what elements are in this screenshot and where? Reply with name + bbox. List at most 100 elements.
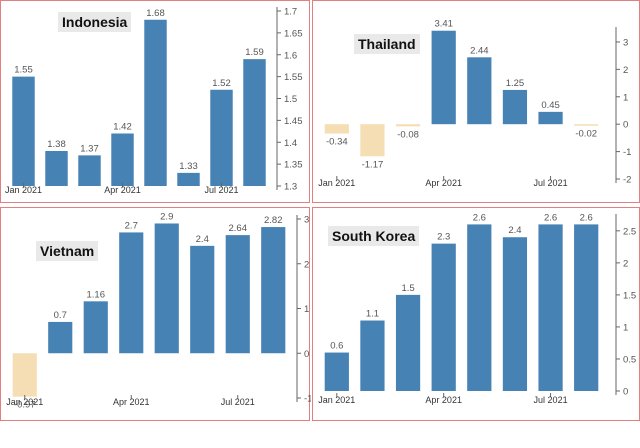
data-label: -0.97 [14, 400, 36, 411]
data-label: 0.45 [541, 100, 560, 111]
y-tick-label: 2 [623, 258, 628, 269]
y-tick-label: -1 [304, 394, 311, 405]
x-tick-label: Jan 2021 [318, 395, 355, 405]
bar-apr-2021 [119, 232, 144, 354]
y-tick-label: -2 [623, 175, 631, 186]
y-tick-label: 1.5 [623, 290, 636, 301]
bar-feb-2021 [360, 124, 385, 157]
data-label: 2.82 [264, 215, 283, 226]
data-label: 1.68 [146, 8, 165, 19]
x-tick-label: Apr 2021 [425, 178, 462, 188]
y-tick-label: 0 [304, 349, 309, 360]
y-tick-label: 2 [623, 65, 628, 76]
bar-jan-2021 [12, 353, 37, 397]
y-tick-label: 0 [623, 120, 628, 131]
bar-aug-2021 [574, 224, 599, 391]
y-tick-label: 2.5 [623, 226, 636, 237]
chart-svg-thailand: 3 2 1 0 -1 -2 -0.34 -1.17 -0.08 3.41 2.44 1.25 0.45 -… [318, 19, 631, 188]
bar-may-2021 [467, 57, 492, 125]
chart-svg-south-korea: 2.5 2 1.5 1 0.5 0 0.6 1.1 1.5 2.3 2.6 2.4 2.6 2.6 Jan … [318, 212, 636, 405]
data-label: 2.64 [229, 223, 248, 234]
bar-feb-2021 [360, 320, 385, 391]
bar-apr-2021 [111, 133, 134, 186]
y-tick-label: 3 [623, 37, 628, 48]
chart-panel-thailand: 3 2 1 0 -1 -2 -0.34 -1.17 -0.08 3.41 2.44 1.25 0.45 -… [312, 0, 640, 203]
y-tick-label: 1.4 [284, 138, 297, 149]
chart-panel-indonesia: 1.7 1.65 1.6 1.55 1.5 1.45 1.4 1.35 1.3 1.55 1.38 1… [0, 0, 310, 203]
data-label: 1.38 [47, 139, 66, 150]
x-tick-label: Jul 2021 [204, 185, 238, 195]
data-label: -0.02 [575, 129, 597, 140]
y-tick-label: 0 [623, 387, 628, 398]
y-tick-label: 1.6 [284, 50, 297, 61]
y-tick-label: 1 [623, 322, 628, 333]
data-label: 1.16 [87, 289, 106, 300]
bar-feb-2021 [48, 321, 73, 354]
chart-title: South Korea [328, 226, 420, 246]
data-label: 2.4 [196, 234, 209, 245]
data-label: 1.25 [506, 78, 525, 89]
chart-title: Vietnam [36, 241, 99, 261]
chart-panel-vietnam: 3 2 1 0 -1 -0.97 0.7 1.16 2.7 2.9 2.4 2.64 2.82 Jan 2… [0, 207, 311, 421]
bar-jan-2021 [324, 352, 349, 391]
chart-panel-south-korea: 2.5 2 1.5 1 0.5 0 0.6 1.1 1.5 2.3 2.6 2.4 2.6 2.6 Jan … [312, 207, 640, 421]
x-tick-label: Jan 2021 [318, 178, 355, 188]
bar-jan-2021 [324, 124, 349, 134]
bar-feb-2021 [45, 151, 68, 186]
y-tick-label: 1.45 [284, 116, 303, 127]
bar-may-2021 [154, 223, 179, 354]
bar-apr-2021 [431, 243, 456, 391]
y-tick-label: 1.55 [284, 72, 303, 83]
y-tick-label: 1.65 [284, 28, 303, 39]
bar-may-2021 [467, 224, 492, 391]
data-label: 2.6 [544, 212, 557, 223]
data-label: 1.55 [14, 65, 33, 76]
bar-may-2021 [144, 19, 167, 186]
bar-mar-2021 [83, 301, 108, 354]
y-tick-label: 0.5 [623, 354, 636, 365]
bar-apr-2021 [431, 30, 456, 125]
chart-title: Indonesia [58, 12, 132, 32]
data-label: 2.4 [508, 225, 521, 236]
data-label: -0.08 [397, 129, 419, 140]
y-tick-label: 1 [304, 304, 309, 315]
chart-svg-indonesia: 1.7 1.65 1.6 1.55 1.5 1.45 1.4 1.35 1.3 1.55 1.38 1… [5, 7, 303, 196]
data-label: 2.9 [160, 211, 173, 222]
x-tick-label: Apr 2021 [113, 397, 150, 407]
data-label: 1.5 [401, 283, 414, 294]
bar-jun-2021 [177, 172, 200, 186]
data-label: 2.6 [580, 212, 593, 223]
bar-aug-2021 [261, 227, 286, 354]
x-tick-label: Jan 2021 [6, 397, 43, 407]
data-label: 1.37 [80, 143, 99, 154]
x-tick-label: Jul 2021 [221, 397, 255, 407]
data-label: 1.52 [212, 78, 231, 89]
x-tick-label: Jul 2021 [534, 178, 568, 188]
data-label: 2.44 [470, 45, 489, 56]
bar-jul-2021 [225, 235, 250, 354]
data-label: -1.17 [362, 159, 384, 170]
data-label: -0.34 [326, 137, 348, 148]
data-label: 2.6 [473, 212, 486, 223]
y-tick-label: 1.7 [284, 7, 297, 18]
data-label: 0.6 [330, 341, 343, 352]
data-label: 1.59 [245, 47, 264, 58]
x-tick-label: Apr 2021 [425, 395, 462, 405]
y-tick-label: 1 [623, 92, 628, 103]
bar-jun-2021 [190, 245, 215, 354]
bar-aug-2021 [243, 59, 266, 186]
data-label: 0.7 [54, 310, 67, 321]
x-tick-label: Jan 2021 [5, 185, 42, 195]
chart-svg-vietnam: 3 2 1 0 -1 -0.97 0.7 1.16 2.7 2.9 2.4 2.64 2.82 Jan 2… [6, 211, 311, 411]
bar-jun-2021 [502, 89, 528, 125]
y-tick-label: 1.3 [284, 182, 297, 193]
y-tick-label: 3 [304, 215, 309, 226]
bar-jul-2021 [538, 224, 563, 391]
bar-jun-2021 [502, 237, 528, 391]
y-tick-label: 2 [304, 259, 309, 270]
x-tick-label: Jul 2021 [534, 395, 568, 405]
chart-title: Thailand [354, 34, 420, 54]
x-tick-label: Apr 2021 [104, 185, 141, 195]
bar-aug-2021 [574, 124, 599, 126]
data-label: 3.41 [434, 19, 453, 30]
